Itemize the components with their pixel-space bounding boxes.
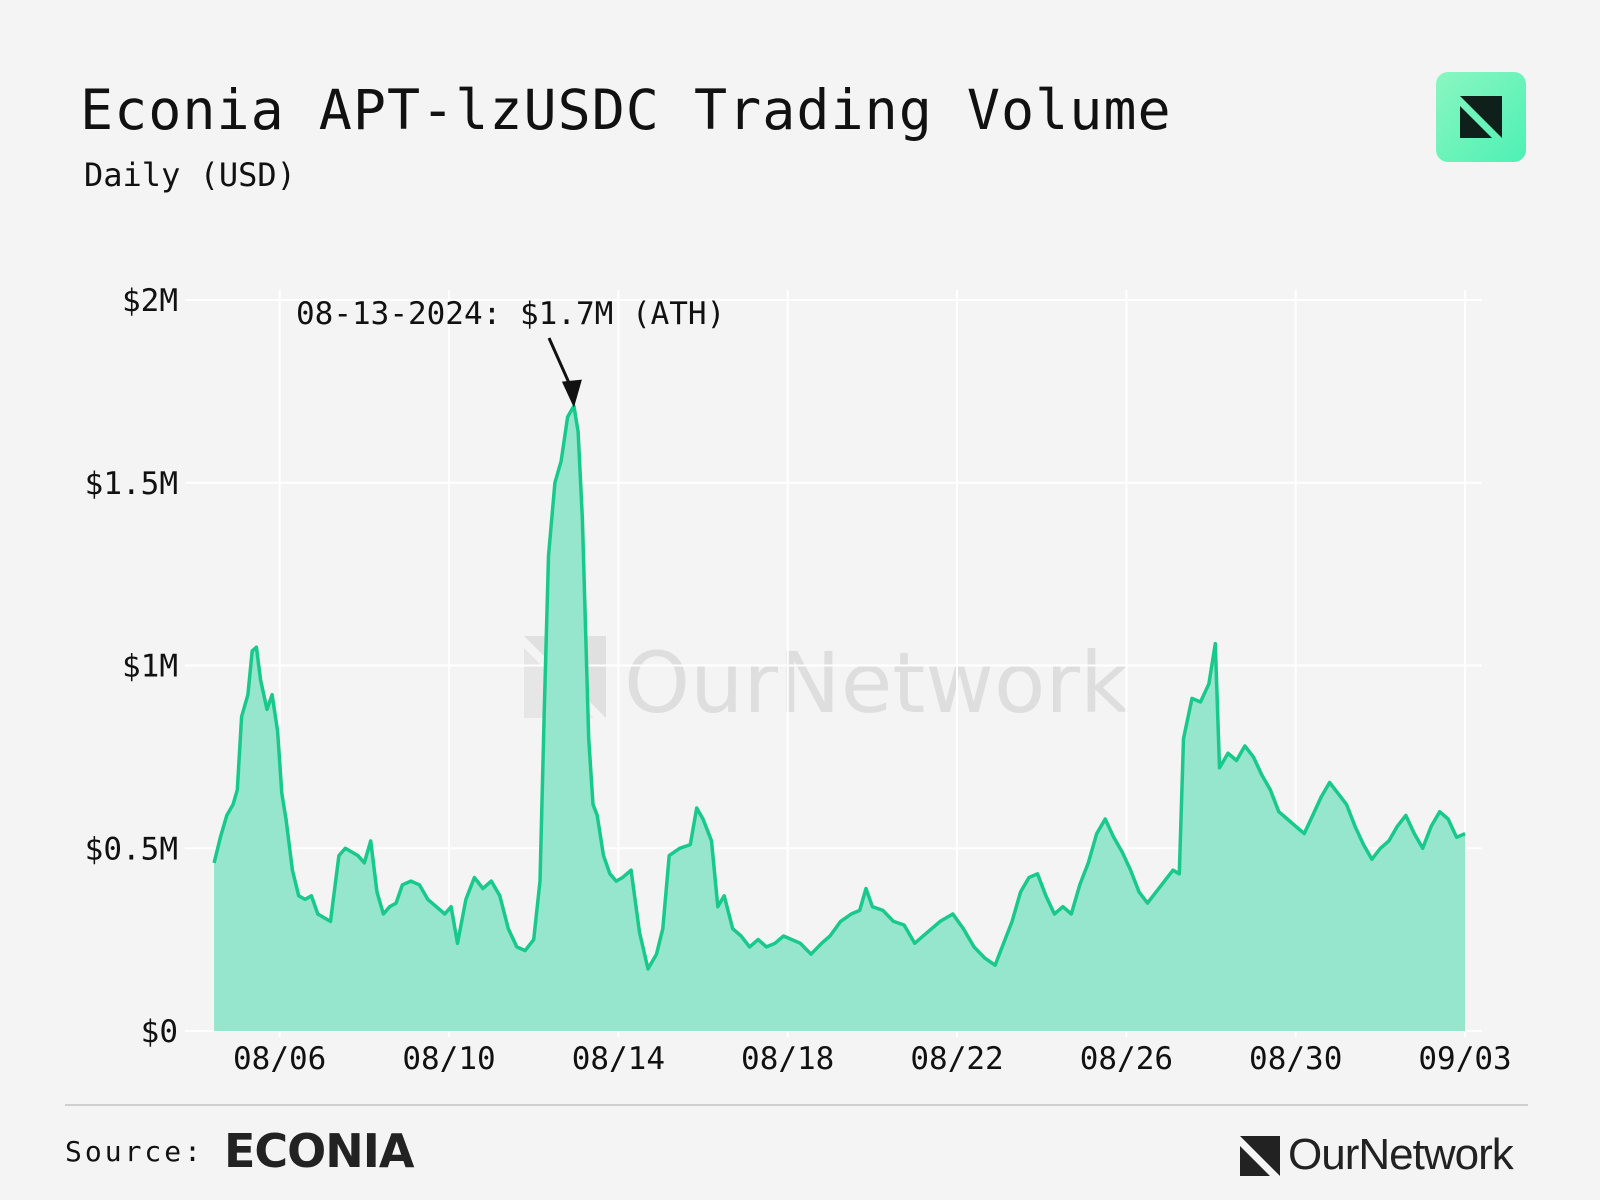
y-tick-label: $2M xyxy=(122,283,178,319)
y-tick-label: $1.5M xyxy=(85,466,178,502)
annotation-arrowhead-icon xyxy=(561,379,582,408)
chart-area: OurNetwork $0 $0.5M $1M $1.5M $2M 08/06 08/10… xyxy=(85,283,1512,1077)
brand-name: OurNetwork xyxy=(1288,1130,1514,1179)
x-tick-label: 08/18 xyxy=(741,1041,834,1077)
x-tick-label: 08/26 xyxy=(1080,1041,1173,1077)
x-tick-label: 08/22 xyxy=(910,1041,1003,1077)
footer-divider xyxy=(65,1104,1528,1106)
y-tick-label: $1M xyxy=(122,649,178,685)
chart-subtitle: Daily (USD) xyxy=(84,156,296,194)
x-tick-label: 08/14 xyxy=(572,1041,665,1077)
ournetwork-logo-icon xyxy=(1436,72,1526,162)
y-axis: $0 $0.5M $1M $1.5M $2M xyxy=(85,283,178,1050)
annotation-label: 08-13-2024: $1.7M (ATH) xyxy=(296,296,725,332)
series-line xyxy=(212,404,1466,971)
x-tick-label: 08/06 xyxy=(233,1041,326,1077)
econia-logo: ECONIA xyxy=(224,1124,414,1178)
watermark-text: OurNetwork xyxy=(624,634,1129,732)
x-tick-label: 09/03 xyxy=(1418,1041,1511,1077)
ath-annotation: 08-13-2024: $1.7M (ATH) xyxy=(296,296,725,408)
y-tick-label: $0 xyxy=(141,1014,178,1050)
x-tick-label: 08/30 xyxy=(1249,1041,1342,1077)
y-tick-label: $0.5M xyxy=(85,831,178,867)
series-layer xyxy=(212,404,1466,1031)
x-tick-label: 08/10 xyxy=(402,1041,495,1077)
source-label: Source: xyxy=(65,1135,205,1168)
watermark: OurNetwork xyxy=(524,634,1129,732)
series-area-fill xyxy=(214,406,1466,1031)
x-axis: 08/06 08/10 08/14 08/18 08/22 08/26 08/30 09/03 xyxy=(233,1041,1512,1077)
chart-title: Econia APT-lzUSDC Trading Volume xyxy=(80,78,1172,142)
ournetwork-logo-icon xyxy=(1240,1136,1280,1176)
